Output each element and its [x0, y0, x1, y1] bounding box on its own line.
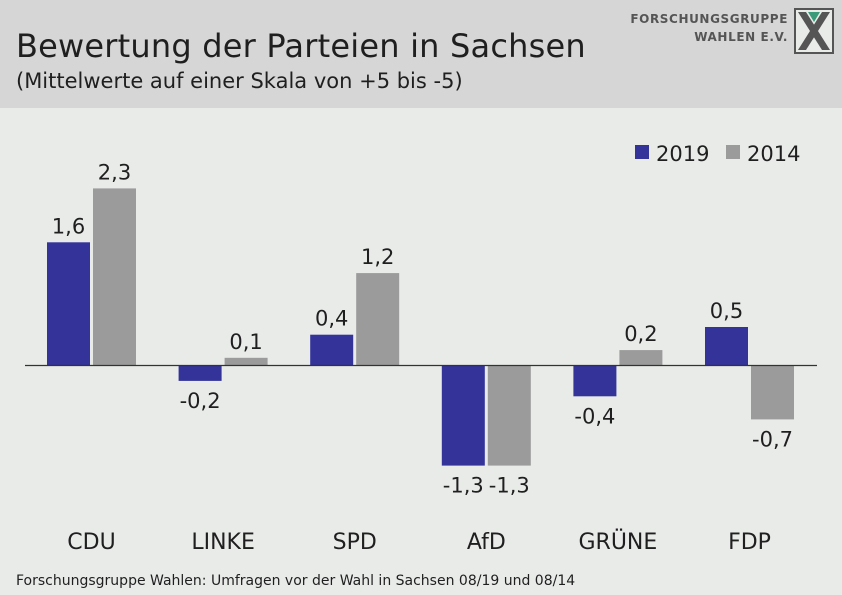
legend-swatch-2019 [635, 145, 649, 159]
bar-afd-2019 [441, 365, 485, 466]
logo-text-line1: FORSCHUNGSGRUPPE [630, 12, 788, 26]
category-label-cdu: CDU [67, 530, 115, 555]
category-label-spd: SPD [333, 530, 377, 555]
chart-subtitle: (Mittelwerte auf einer Skala von +5 bis … [16, 69, 463, 93]
bars-group [47, 188, 794, 466]
value-label-linke-2019: -0,2 [180, 389, 221, 413]
value-label-afd-2014: -1,3 [489, 474, 530, 498]
category-label-afd: AfD [467, 530, 506, 555]
value-label-fdp-2019: 0,5 [710, 299, 743, 323]
bar-spd-2019 [310, 334, 354, 366]
value-label-fdp-2014: -0,7 [752, 427, 793, 451]
legend-label-2019: 2019 [656, 142, 709, 166]
category-label-linke: LINKE [191, 530, 255, 555]
bar-spd-2014 [356, 273, 400, 366]
logo-x-icon [794, 8, 834, 54]
value-label-linke-2014: 0,1 [229, 330, 262, 354]
value-label-afd-2019: -1,3 [443, 474, 484, 498]
value-label-spd-2019: 0,4 [315, 307, 348, 331]
bar-gruene-2014 [619, 350, 663, 366]
bar-cdu-2014 [93, 188, 136, 366]
category-labels-group: CDU LINKE SPD AfD GRÜNE FDP [67, 529, 771, 555]
value-label-gruene-2019: -0,4 [574, 404, 615, 428]
header-band: Bewertung der Parteien in Sachsen (Mitte… [0, 0, 842, 108]
bar-fdp-2019 [705, 327, 748, 366]
category-label-gruene: GRÜNE [579, 529, 658, 555]
category-label-fdp: FDP [728, 530, 771, 555]
value-label-gruene-2014: 0,2 [624, 322, 657, 346]
value-label-spd-2014: 1,2 [361, 245, 394, 269]
value-labels-group: 1,6 2,3 -0,2 0,1 0,4 1,2 -1,3 -1,3 -0,4 0,2 0,5 -0,… [52, 160, 793, 497]
legend-swatch-2014 [726, 145, 740, 159]
source-note: Forschungsgruppe Wahlen: Umfragen vor de… [16, 573, 576, 589]
bar-linke-2019 [178, 365, 222, 381]
bar-linke-2014 [224, 357, 268, 366]
value-label-cdu-2014: 2,3 [98, 160, 131, 184]
publisher-logo: FORSCHUNGSGRUPPE WAHLEN E.V. [630, 8, 836, 58]
bar-cdu-2019 [47, 242, 90, 366]
legend-label-2014: 2014 [747, 142, 800, 166]
logo-text-line2: WAHLEN E.V. [694, 30, 788, 44]
bar-gruene-2019 [573, 365, 617, 397]
chart-title: Bewertung der Parteien in Sachsen [16, 27, 586, 65]
bar-afd-2014 [487, 365, 531, 466]
bar-fdp-2014 [751, 365, 794, 420]
legend: 2019 2014 [635, 142, 800, 166]
value-label-cdu-2019: 1,6 [52, 214, 85, 238]
